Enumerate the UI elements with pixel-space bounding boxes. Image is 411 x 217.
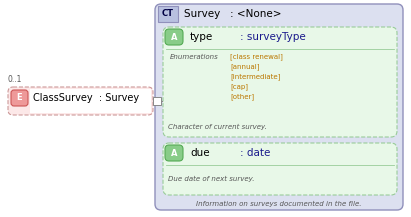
Text: ClassSurvey  : Survey: ClassSurvey : Survey (33, 93, 139, 103)
Bar (158, 6, 178, 22)
Text: [annual]: [annual] (230, 64, 259, 70)
Text: [cap]: [cap] (230, 84, 248, 90)
Text: [intermediate]: [intermediate] (230, 74, 280, 80)
Text: due: due (190, 148, 210, 158)
Text: CT: CT (162, 10, 174, 18)
Text: A: A (171, 148, 177, 158)
Text: [other]: [other] (230, 94, 254, 100)
Text: A: A (171, 33, 177, 41)
Text: 0..1: 0..1 (8, 76, 22, 84)
FancyBboxPatch shape (163, 143, 397, 195)
FancyBboxPatch shape (155, 4, 403, 210)
FancyBboxPatch shape (165, 145, 183, 161)
Text: Character of current survey.: Character of current survey. (168, 124, 267, 130)
Text: Due date of next survey.: Due date of next survey. (168, 176, 254, 182)
FancyBboxPatch shape (165, 29, 183, 45)
Bar (153, 97, 161, 105)
FancyBboxPatch shape (8, 87, 153, 115)
Text: E: E (16, 94, 22, 102)
Text: Information on surveys documented in the file.: Information on surveys documented in the… (196, 201, 362, 207)
Text: : surveyType: : surveyType (240, 32, 306, 42)
FancyBboxPatch shape (11, 90, 28, 106)
FancyBboxPatch shape (163, 27, 397, 137)
Text: Survey   : <None>: Survey : <None> (184, 9, 282, 19)
Bar (30, 89, 151, 113)
Text: : date: : date (240, 148, 270, 158)
Text: [class renewal]: [class renewal] (230, 54, 283, 60)
Text: type: type (190, 32, 213, 42)
Text: Enumerations: Enumerations (170, 54, 219, 60)
